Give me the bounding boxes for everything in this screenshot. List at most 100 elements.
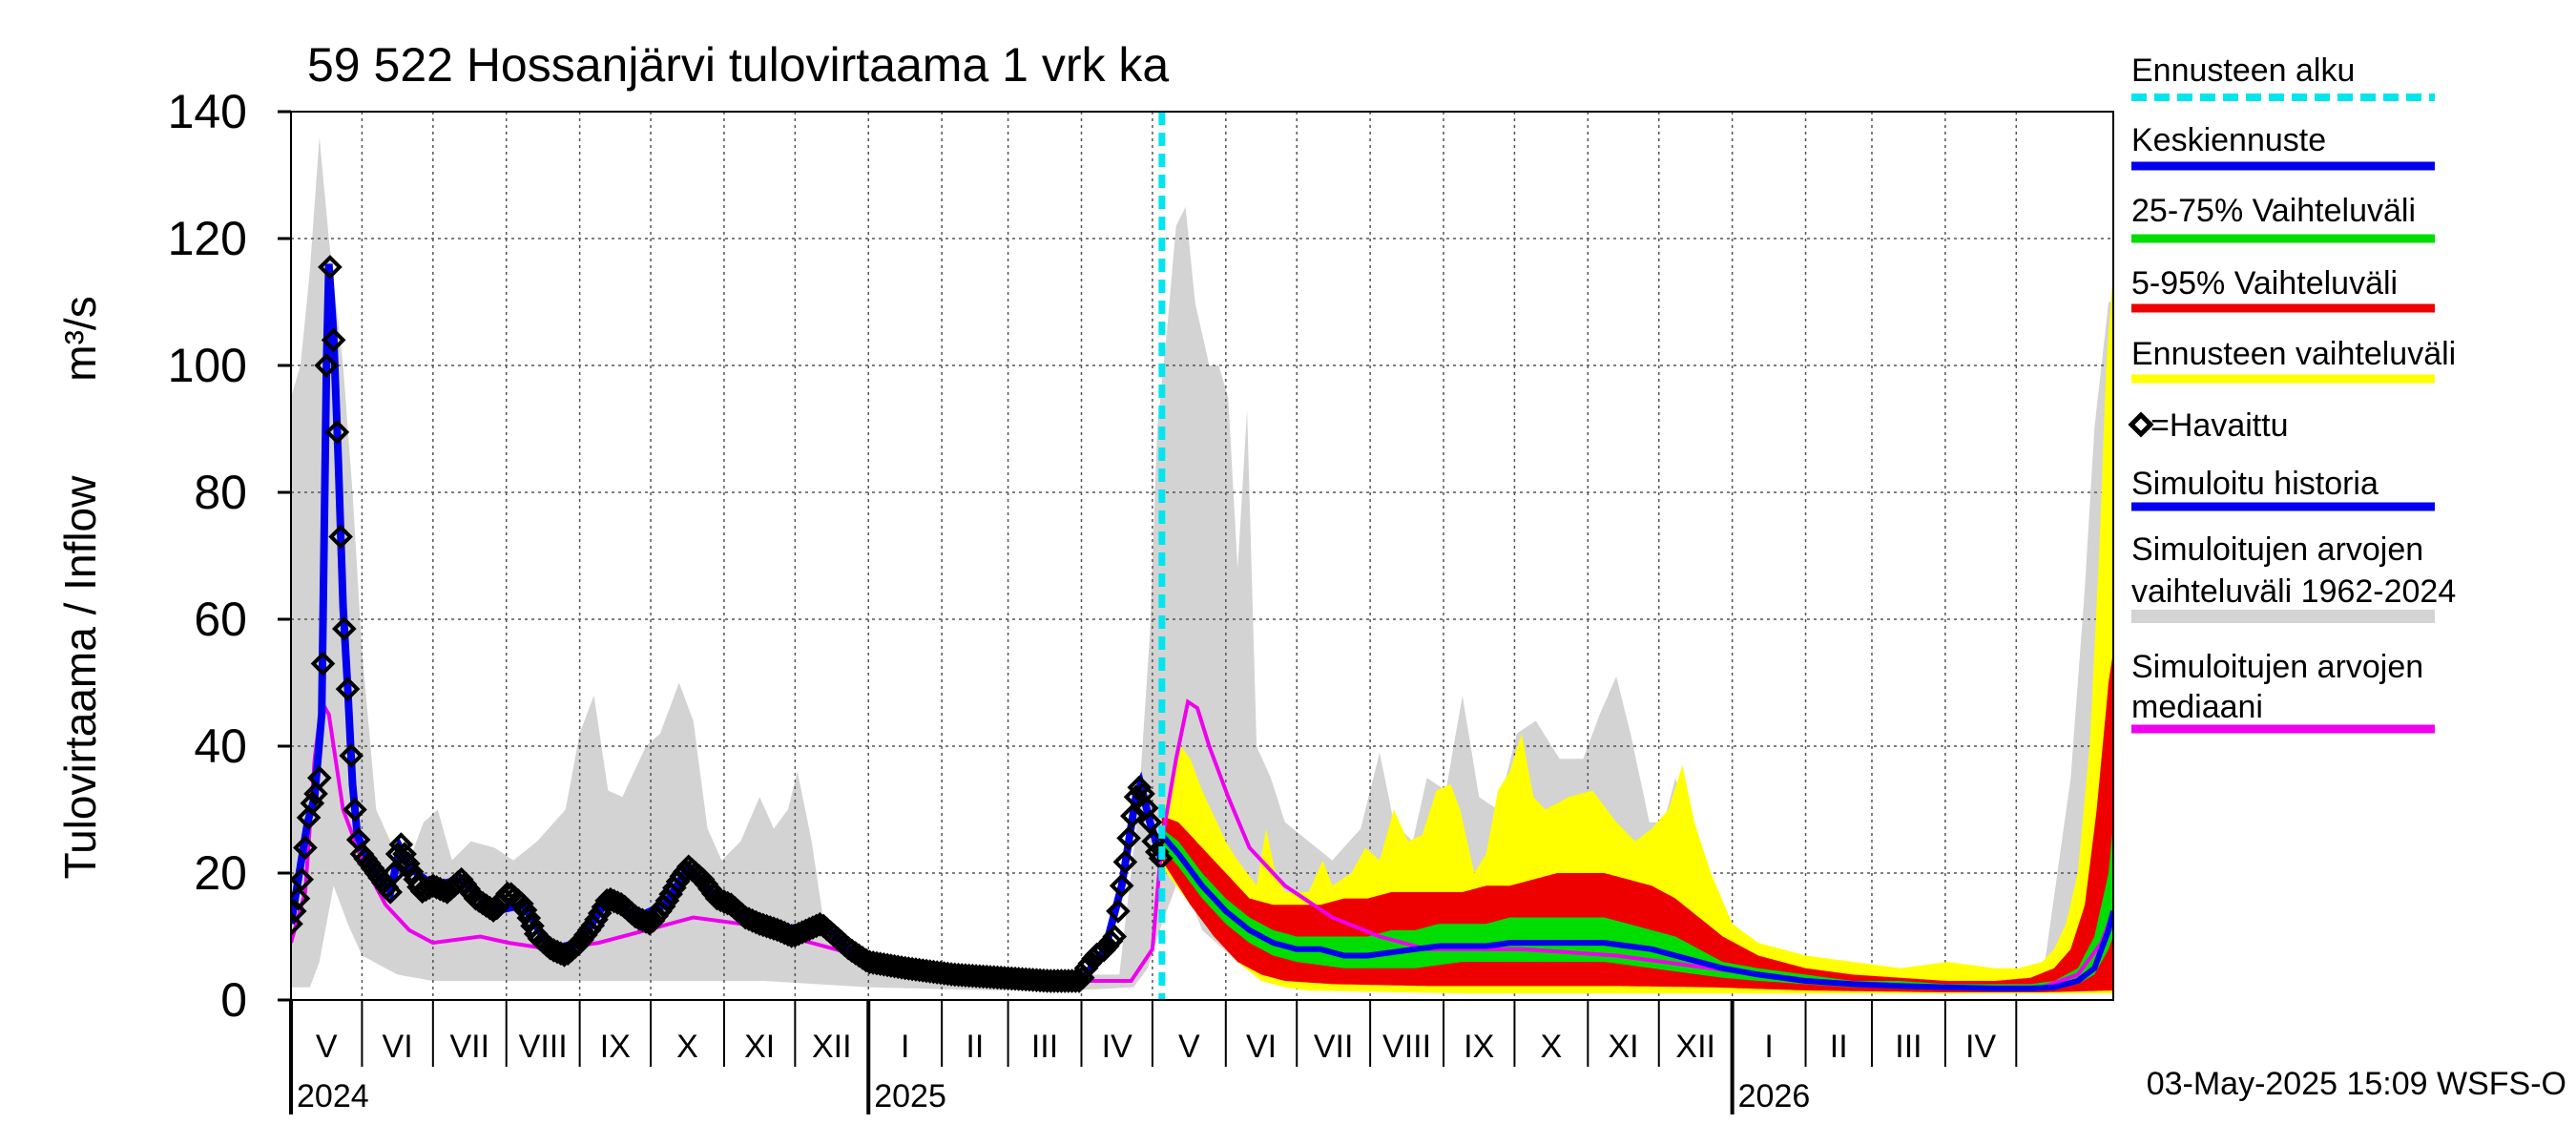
observed-point — [388, 832, 414, 857]
observed-point — [318, 255, 343, 280]
legend-label: Ennusteen vaihteluväli — [2131, 336, 2456, 372]
legend-item: Ennusteen alku — [2131, 52, 2435, 101]
observed-point — [1116, 825, 1141, 851]
month-label: V — [1178, 1029, 1200, 1065]
observed-point — [395, 851, 421, 876]
y-axis-label: Tulovirtaama / Inflow — [55, 475, 105, 879]
observed-point — [392, 842, 417, 866]
observed-point — [1109, 873, 1134, 899]
month-label: III — [1895, 1029, 1922, 1065]
observed-point — [382, 861, 406, 885]
plot-frame — [290, 111, 2114, 1001]
month-label: XI — [1608, 1029, 1638, 1065]
year-label: 2024 — [297, 1078, 369, 1114]
month-label: IV — [1102, 1029, 1132, 1065]
observed-point — [516, 906, 542, 930]
legend: Ennusteen alku Keskiennuste 25-75% Vaihtel… — [2128, 52, 2456, 734]
observed-point — [324, 419, 350, 445]
month-label: XII — [812, 1029, 852, 1065]
y-tick-label: 120 — [168, 212, 247, 265]
observed-point — [291, 911, 303, 937]
legend-item: 5-95% Vaihteluväli — [2131, 265, 2435, 313]
observed-point — [1059, 968, 1085, 993]
month-label: VI — [1246, 1029, 1277, 1065]
observed-point — [378, 880, 404, 905]
observed-point — [296, 804, 322, 830]
observed-point — [306, 765, 332, 791]
month-label: I — [901, 1029, 909, 1065]
observed-point — [328, 524, 353, 550]
observed-point — [343, 797, 367, 822]
forecast-mean-line — [1159, 833, 2113, 991]
history-range-band — [291, 136, 2113, 994]
month-label: VIII — [1382, 1029, 1431, 1065]
legend-label: 5-95% Vaihteluväli — [2131, 265, 2398, 302]
observed-point — [1102, 924, 1128, 949]
observed-point — [293, 835, 318, 861]
month-label: VII — [1314, 1029, 1354, 1065]
legend-item: Simuloitu historia — [2131, 466, 2435, 511]
legend-label: 25-75% Vaihteluväli — [2131, 193, 2416, 229]
observed-point — [1106, 899, 1131, 924]
legend-item: Ennusteen vaihteluväli — [2131, 336, 2456, 384]
y-tick-label: 40 — [194, 719, 247, 773]
month-label: IX — [600, 1029, 631, 1065]
observed-point — [303, 781, 328, 806]
observed-point — [1137, 809, 1163, 835]
observed-point — [291, 899, 307, 924]
month-label: X — [1541, 1029, 1563, 1065]
month-label: VII — [449, 1029, 489, 1065]
month-label: IX — [1464, 1029, 1494, 1065]
month-label: VI — [383, 1029, 413, 1065]
footer-timestamp: 03-May-2025 15:09 WSFS-O — [2147, 1066, 2566, 1102]
legend-item: Simuloitujen arvojen mediaani — [2131, 649, 2435, 734]
observed-point — [339, 743, 364, 768]
month-label: VIII — [519, 1029, 568, 1065]
observed-point — [291, 866, 314, 892]
legend-item: Simuloitujen arvojen vaihteluväli 1962-20… — [2131, 531, 2456, 623]
observed-point — [335, 677, 361, 701]
month-label: X — [676, 1029, 698, 1065]
y-tick-label: 100 — [168, 339, 247, 392]
forecast-5-95-band — [1161, 651, 2113, 992]
legend-label-line2: vaihteluväli 1962-2024 — [2131, 573, 2456, 610]
month-label: II — [966, 1029, 984, 1065]
month-label: V — [316, 1029, 338, 1065]
observed-point — [321, 327, 346, 353]
month-label: IV — [1965, 1029, 1996, 1065]
legend-item: 25-75% Vaihteluväli — [2131, 193, 2435, 243]
observed-point — [310, 651, 336, 677]
legend-diamond — [2128, 411, 2154, 438]
observed-point — [314, 353, 340, 378]
month-label: II — [1830, 1029, 1848, 1065]
observed-point — [1112, 849, 1138, 875]
chart-title: 59 522 Hossanjärvi tulovirtaama 1 vrk ka — [307, 38, 1169, 92]
observed-point — [331, 616, 357, 641]
month-label: III — [1031, 1029, 1058, 1065]
plot-area — [291, 112, 2113, 1000]
y-tick-label: 80 — [194, 466, 247, 519]
y-axis-label-group: Tulovirtaama / Inflow — [55, 475, 105, 879]
observed-point — [512, 897, 538, 923]
observed-point — [1127, 775, 1153, 801]
forecast-25-75-band — [1161, 822, 2113, 989]
legend-label: Ennusteen alku — [2131, 52, 2355, 89]
y-axis-unit-group: m³/s — [55, 296, 105, 381]
observed-point — [399, 859, 425, 885]
y-tick-label: 60 — [194, 593, 247, 646]
y-tick-label: 20 — [194, 846, 247, 900]
year-label: 2025 — [874, 1078, 946, 1114]
gridlines — [291, 112, 2113, 1000]
history-median-line — [291, 696, 2113, 989]
legend-label: Keskiennuste — [2131, 122, 2326, 158]
y-tick-label: 0 — [220, 973, 247, 1027]
observed-point — [1119, 803, 1145, 828]
year-label: 2026 — [1738, 1078, 1811, 1114]
y-axis-unit: m³/s — [55, 296, 105, 381]
legend-label: Simuloitu historia — [2131, 466, 2379, 502]
month-label: XII — [1675, 1029, 1715, 1065]
observed-points — [291, 255, 1174, 993]
legend-label: =Havaittu — [2150, 407, 2289, 444]
